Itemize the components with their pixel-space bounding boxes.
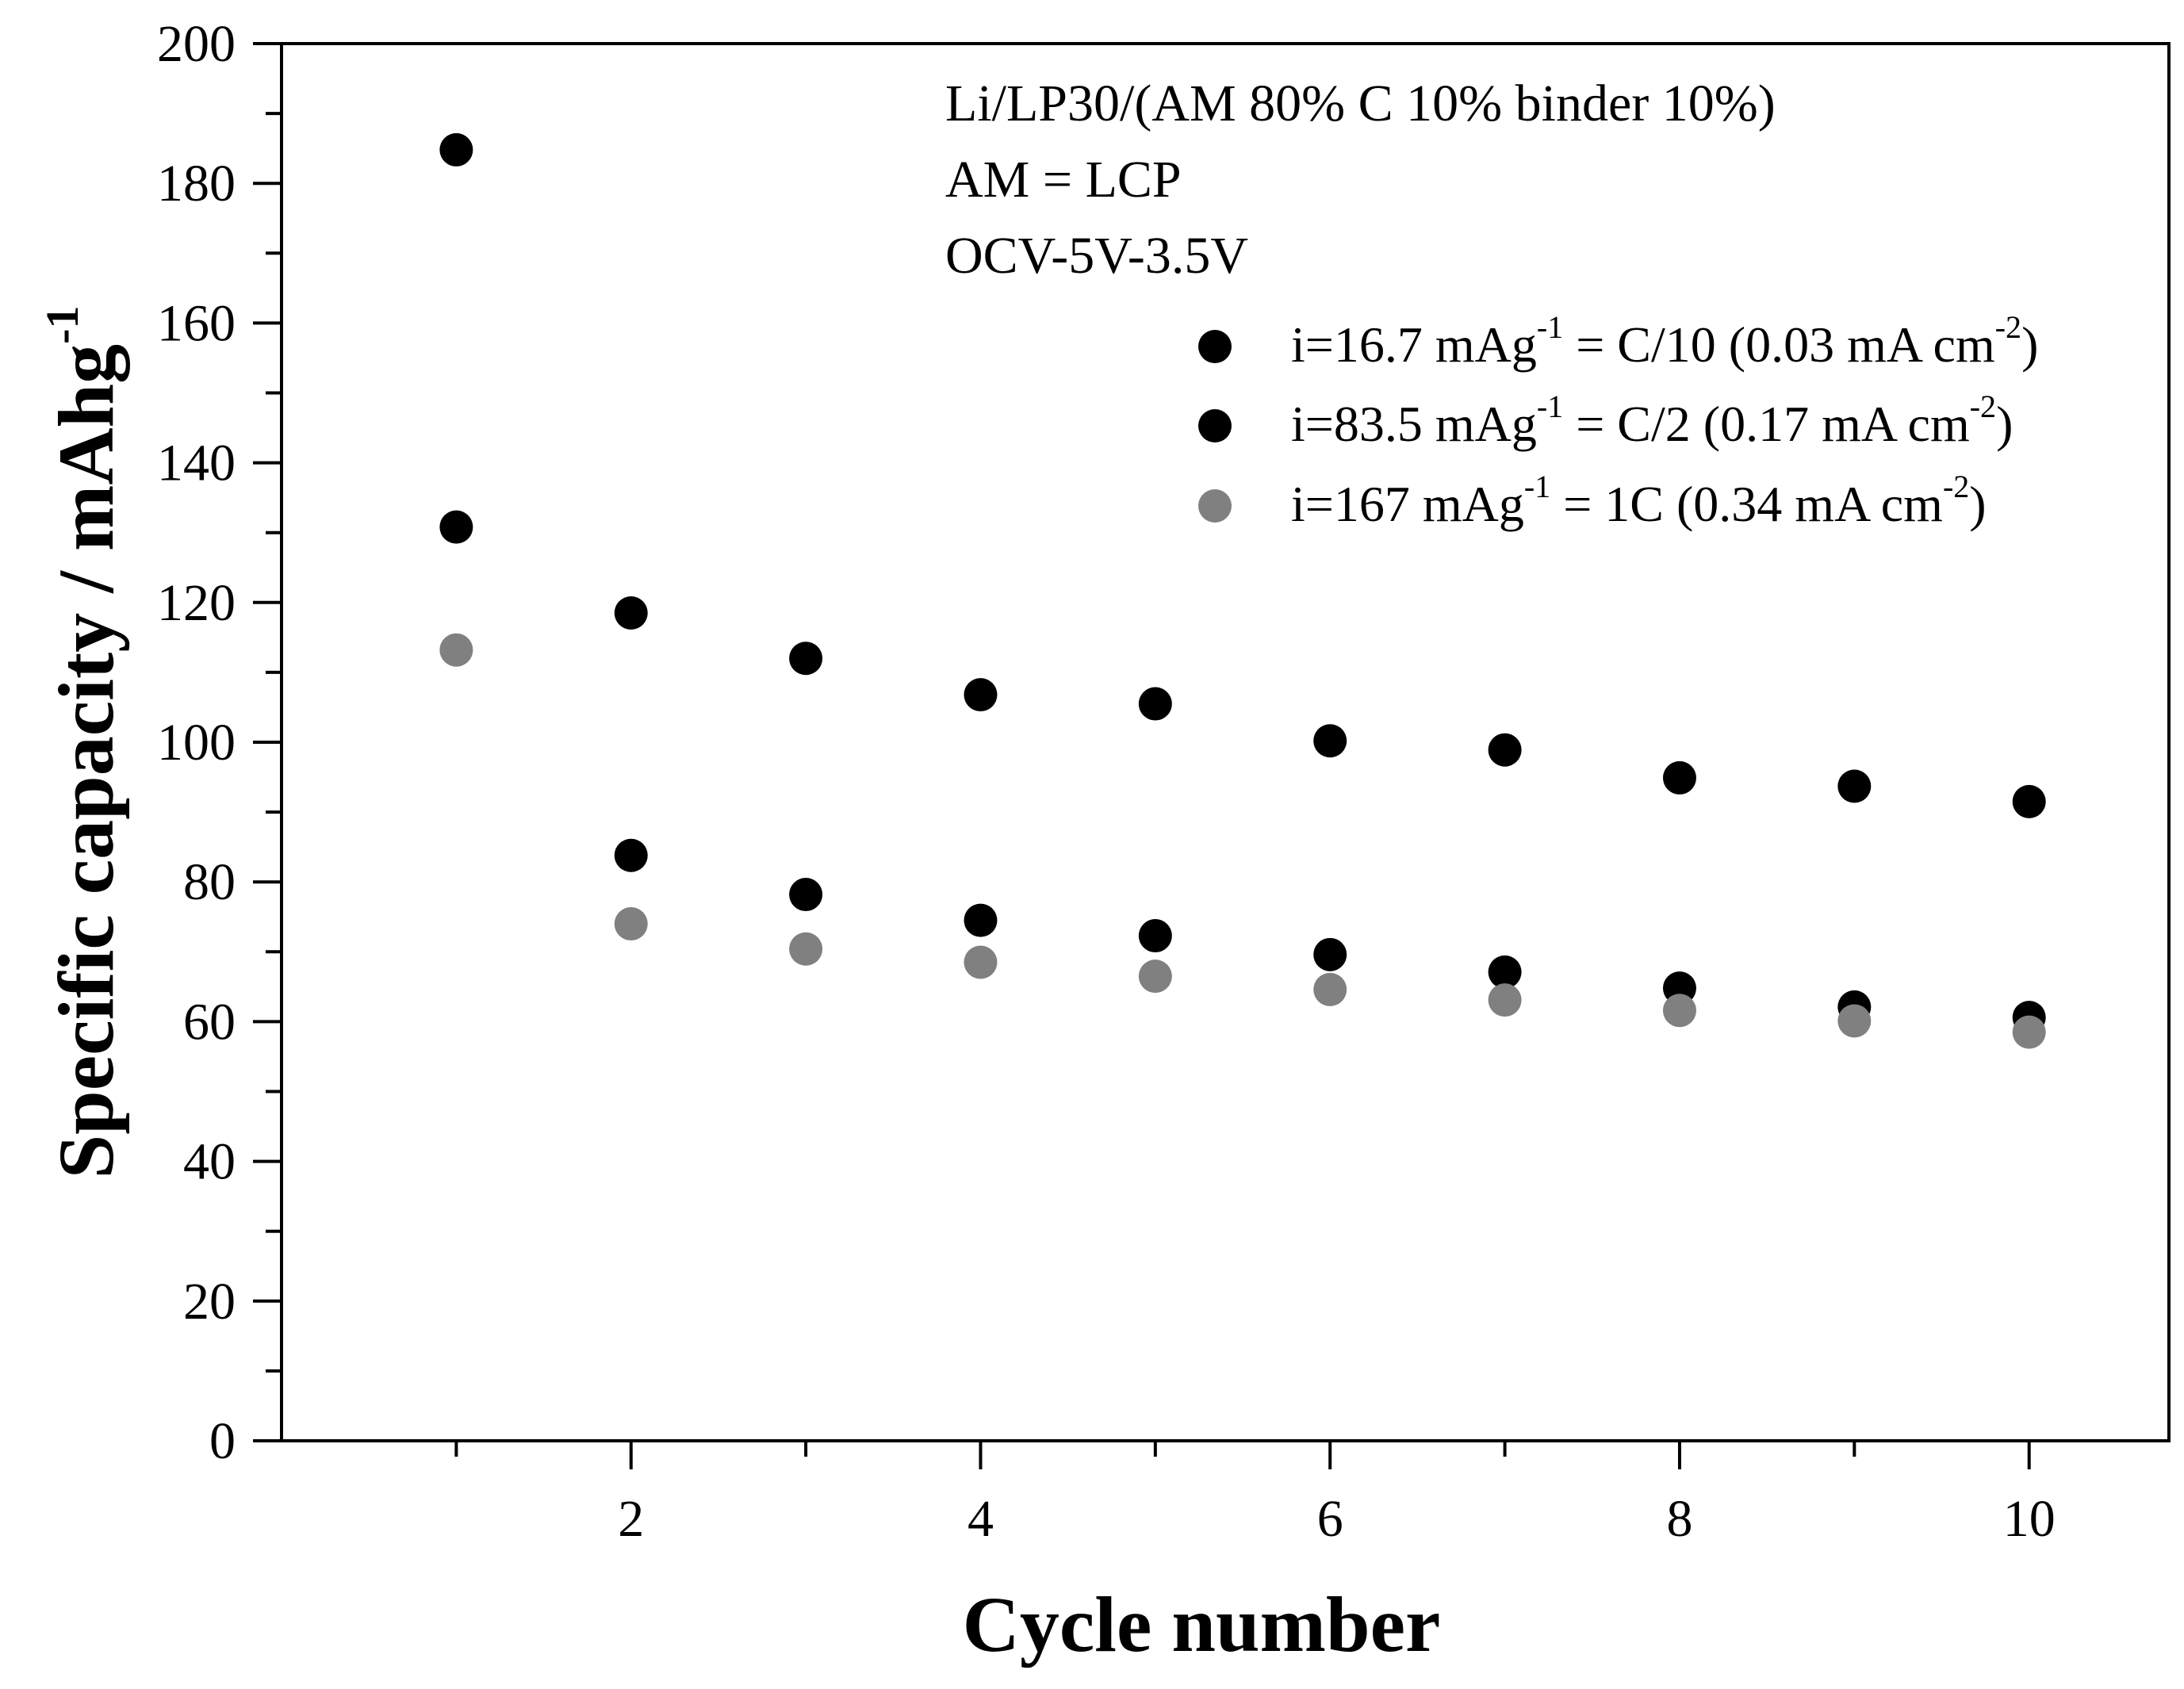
y-tick-label: 140 (157, 435, 236, 492)
x-tick-label: 4 (967, 1490, 994, 1548)
point-series-2 (1313, 937, 1347, 971)
point-series-1 (1662, 760, 1696, 795)
point-series-3 (964, 945, 998, 979)
point-series-2 (1488, 955, 1522, 989)
y-axis-title-superscript: -1 (36, 306, 88, 344)
point-series-1 (1837, 769, 1872, 803)
legend-marker-series-2 (1198, 409, 1232, 442)
y-axis-ticks: 0 20 40 60 80 100 120 140 160 180 200 (157, 15, 282, 1470)
legend-label-series-3: i=167 mAg-1 = 1C (0.34 mA cm-2) (1291, 469, 1987, 532)
legend: i=16.7 mAg-1 = C/10 (0.03 mA cm-2) i=83.… (1198, 309, 2038, 532)
point-series-3 (1138, 959, 1172, 994)
y-tick-label: 120 (157, 574, 236, 632)
x-tick-label: 10 (2003, 1490, 2056, 1548)
annotation-line-1: Li/LP30/(AM 80% C 10% binder 10%) (945, 75, 1776, 132)
y-tick-label: 100 (157, 714, 236, 772)
point-series-3 (789, 932, 823, 966)
x-axis-title: Cycle number (963, 1580, 1441, 1668)
point-series-3 (1313, 972, 1347, 1006)
x-tick-label: 2 (618, 1490, 644, 1548)
point-series-1 (1138, 687, 1172, 721)
point-series-1 (2012, 784, 2046, 818)
legend-label-series-1: i=16.7 mAg-1 = C/10 (0.03 mA cm-2) (1291, 309, 2038, 373)
y-tick-label: 180 (157, 155, 236, 213)
y-tick-label: 160 (157, 294, 236, 352)
point-series-3 (2012, 1015, 2046, 1049)
point-series-1 (614, 596, 648, 630)
y-tick-label: 60 (183, 993, 236, 1051)
point-series-2 (614, 838, 648, 872)
point-series-1 (1313, 724, 1347, 758)
y-tick-label: 0 (209, 1412, 236, 1470)
point-series-1 (964, 678, 998, 712)
x-tick-label: 6 (1317, 1490, 1343, 1548)
y-tick-label: 40 (183, 1133, 236, 1191)
data-points (439, 132, 2046, 1049)
legend-label-series-2: i=83.5 mAg-1 = C/2 (0.17 mA cm-2) (1291, 389, 2013, 452)
point-series-3 (1488, 983, 1522, 1017)
point-series-3 (439, 633, 473, 667)
y-tick-label: 200 (157, 15, 236, 73)
x-axis-ticks: 2 4 6 8 10 (454, 1441, 2056, 1548)
point-series-2 (1138, 919, 1172, 953)
point-series-3 (1662, 994, 1696, 1028)
point-series-3 (614, 907, 648, 941)
annotation-line-3: OCV-5V-3.5V (945, 227, 1248, 285)
annotation-line-2: AM = LCP (945, 151, 1182, 209)
point-series-2 (439, 510, 473, 544)
point-series-2 (964, 903, 998, 937)
legend-marker-series-1 (1198, 330, 1232, 363)
point-series-1 (1488, 733, 1522, 767)
y-tick-label: 80 (183, 853, 236, 911)
point-series-2 (789, 878, 823, 912)
x-tick-label: 8 (1666, 1490, 1692, 1548)
point-series-3 (1837, 1004, 1872, 1038)
y-tick-label: 20 (183, 1273, 236, 1331)
legend-marker-series-3 (1198, 489, 1232, 523)
point-series-1 (439, 132, 473, 167)
y-axis-title: Specific capacity / mAhg-1 (36, 306, 130, 1179)
y-axis-title-group: Specific capacity / mAhg-1 (36, 306, 130, 1179)
point-series-1 (789, 642, 823, 676)
